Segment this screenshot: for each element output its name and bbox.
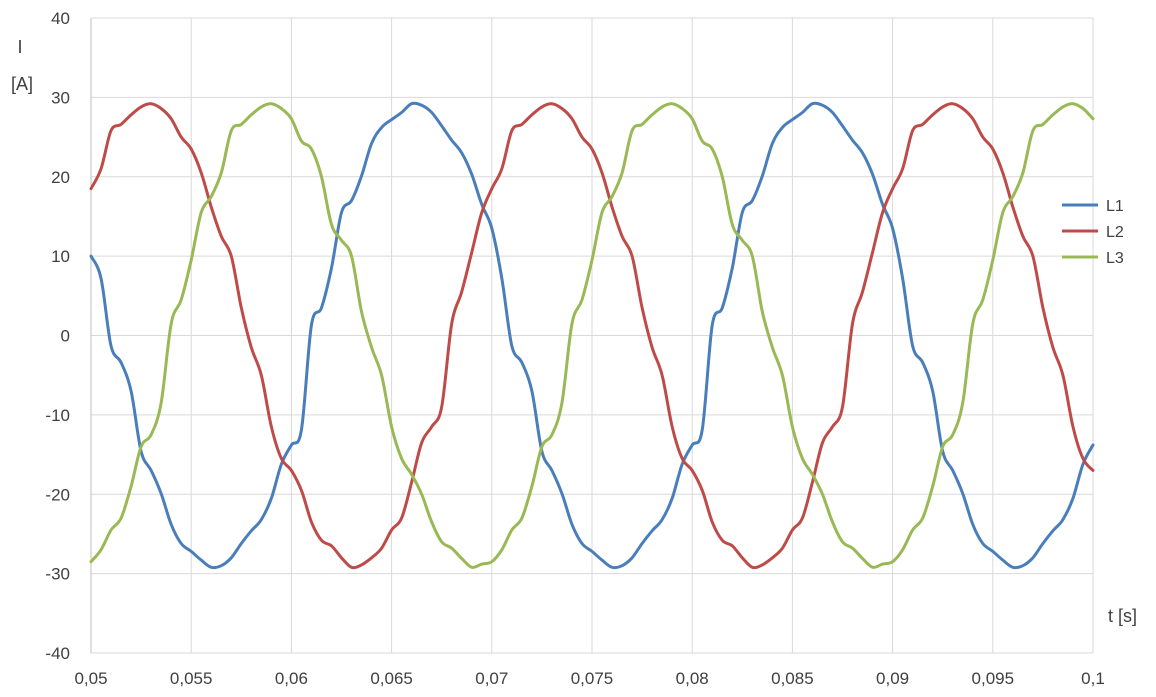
- legend: L1 L2 L3: [1062, 198, 1124, 267]
- y-tick-label: 30: [51, 88, 70, 107]
- y-tick-label: -30: [45, 565, 70, 584]
- x-tick-label: 0,06: [275, 669, 308, 688]
- y-tick-label: 0: [61, 327, 70, 346]
- y-axis-title-line1: I: [17, 37, 22, 57]
- x-axis-title: t [s]: [1108, 606, 1137, 626]
- grid: [90, 17, 1094, 654]
- legend-label-l2: L2: [1106, 224, 1124, 241]
- x-tick-label: 0,08: [676, 669, 709, 688]
- y-tick-label: 20: [51, 168, 70, 187]
- y-tick-label: -20: [45, 485, 70, 504]
- x-tick-label: 0,1: [1081, 669, 1105, 688]
- series-line-l1: [89, 101, 1095, 570]
- legend-label-l3: L3: [1106, 250, 1124, 267]
- series-line-l2: [89, 102, 1095, 570]
- x-tick-label: 0,065: [370, 669, 413, 688]
- y-tick-label: 10: [51, 247, 70, 266]
- y-tick-label: -10: [45, 406, 70, 425]
- legend-label-l1: L1: [1106, 198, 1124, 215]
- x-tick-label: 0,095: [972, 669, 1015, 688]
- x-tick-label: 0,07: [475, 669, 508, 688]
- series-lines: [89, 101, 1095, 570]
- x-tick-label: 0,075: [571, 669, 614, 688]
- y-tick-label: -40: [45, 644, 70, 663]
- x-tick-label: 0,085: [771, 669, 814, 688]
- series-line-l3: [89, 102, 1095, 569]
- tick-labels: -40 -30 -20 -10 0 10 20 30 40 0,05 0,055 0,06 0,065 0…: [45, 9, 1104, 688]
- y-tick-label: 40: [51, 9, 70, 28]
- y-axis-title-line2: [A]: [11, 74, 33, 94]
- x-tick-label: 0,05: [74, 669, 107, 688]
- x-tick-label: 0,055: [170, 669, 213, 688]
- x-tick-label: 0,09: [876, 669, 909, 688]
